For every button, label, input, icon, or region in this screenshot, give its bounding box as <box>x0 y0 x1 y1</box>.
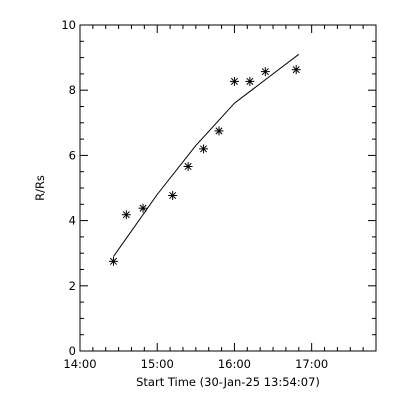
axis-ticks <box>79 24 377 352</box>
tick-labels: 14:00 15:00 16:00 17:00 0 2 4 6 8 10 <box>61 18 328 371</box>
y-axis-label: R/Rs <box>33 175 47 201</box>
data-point-asterisk <box>245 76 255 86</box>
data-point-asterisk <box>199 144 209 154</box>
asterisk-stroke <box>199 145 208 153</box>
plot-frame <box>79 24 377 352</box>
x-tick-label: 14:00 <box>63 357 96 371</box>
asterisk-stroke <box>230 77 238 85</box>
data-point-asterisk <box>168 190 178 200</box>
asterisk-stroke <box>261 68 269 76</box>
asterisk-stroke <box>139 204 147 212</box>
asterisk-stroke <box>109 257 118 265</box>
data-point-asterisk <box>121 210 131 220</box>
y-tick-label: 8 <box>69 83 76 97</box>
x-axis-label: Start Time (30-Jan-25 13:54:07) <box>136 375 320 389</box>
y-tick-label: 10 <box>61 18 76 32</box>
asterisk-stroke <box>246 77 254 85</box>
data-series <box>108 53 301 266</box>
x-tick-label: 16:00 <box>218 357 251 371</box>
asterisk-stroke <box>215 127 223 135</box>
y-tick-label: 0 <box>69 344 76 358</box>
data-point-asterisk <box>183 161 193 171</box>
data-point-asterisk <box>108 256 118 266</box>
y-tick-label: 4 <box>69 214 76 228</box>
fit-curve <box>113 53 300 257</box>
asterisk-stroke <box>169 191 177 200</box>
asterisk-stroke <box>292 66 300 74</box>
data-point-asterisk <box>214 126 224 136</box>
data-point-asterisk <box>291 65 301 75</box>
data-point-asterisk <box>229 76 239 86</box>
x-tick-label: 15:00 <box>141 357 174 371</box>
y-tick-label: 6 <box>69 148 76 162</box>
data-point-asterisk <box>138 203 148 213</box>
x-tick-label: 17:00 <box>295 357 328 371</box>
data-point-asterisk <box>260 67 270 77</box>
asterisk-stroke <box>122 211 130 219</box>
asterisk-stroke <box>184 162 192 171</box>
y-tick-label: 2 <box>69 279 76 293</box>
